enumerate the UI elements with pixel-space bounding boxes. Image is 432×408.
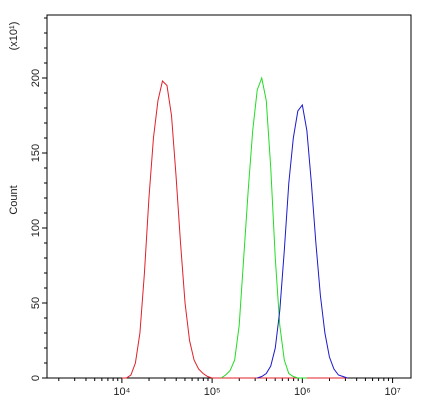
x-tick-label: 10⁴ — [113, 386, 130, 398]
x-tick-label: 10⁵ — [204, 386, 221, 398]
series-line — [121, 80, 348, 379]
y-multiplier: (x10¹) — [8, 22, 20, 51]
y-tick-label: 0 — [30, 375, 42, 381]
y-tick-label: 200 — [30, 69, 42, 87]
x-tick-label: 10⁷ — [384, 386, 400, 398]
plot-frame — [46, 14, 412, 379]
series-line — [257, 103, 348, 379]
x-tick-label: 10⁶ — [294, 386, 311, 398]
y-tick-label: 150 — [30, 144, 42, 162]
series-line — [220, 76, 307, 379]
y-tick-label: 50 — [30, 297, 42, 309]
y-axis-label: Count — [8, 185, 20, 214]
y-tick-label: 100 — [30, 219, 42, 237]
